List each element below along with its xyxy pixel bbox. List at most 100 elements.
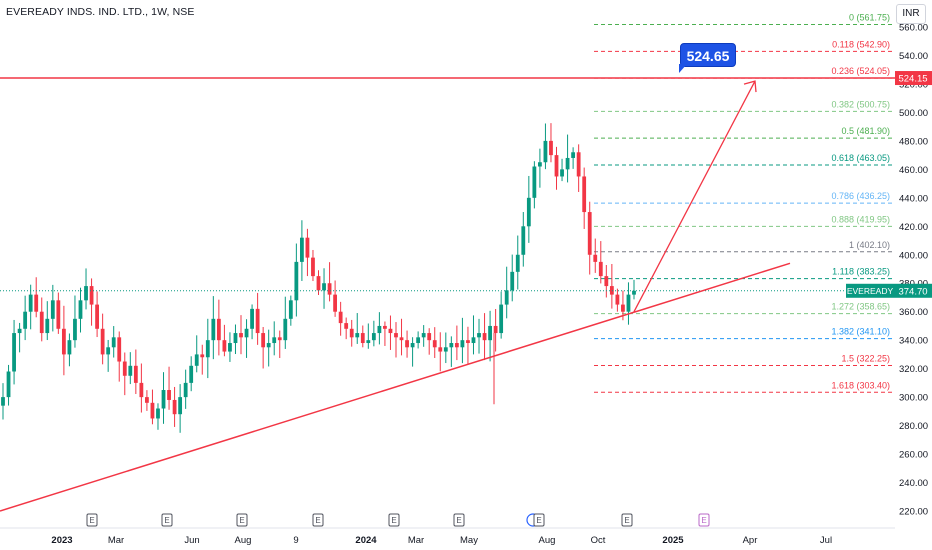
candle-body: [228, 343, 232, 352]
candle-body: [477, 333, 481, 338]
currency-button[interactable]: INR: [896, 4, 926, 24]
y-tick-label: 400.00: [899, 250, 928, 261]
candle-body: [493, 325, 498, 334]
candle-body: [344, 323, 349, 329]
last-price-tag: [895, 283, 932, 298]
candle-body: [416, 337, 421, 344]
candle-body: [50, 300, 55, 319]
candle-body: [106, 347, 111, 355]
candle-body: [632, 290, 636, 295]
earnings-marker: [388, 513, 400, 527]
arrow-head: [743, 80, 757, 93]
fib-level-label: 0.236 (524.05): [831, 66, 890, 76]
y-tick-label: 280.00: [899, 421, 928, 432]
candle-body: [261, 333, 266, 348]
candle-body: [39, 311, 44, 334]
candle-body: [399, 337, 404, 341]
fib-level-label: 1.618 (303.40): [831, 380, 890, 390]
x-tick-label: 2024: [355, 535, 377, 546]
drawings[interactable]: [0, 77, 895, 512]
x-tick-label: Mar: [408, 535, 424, 546]
earnings-upcoming-marker: [698, 513, 710, 527]
candle-body: [410, 343, 415, 348]
candle-body: [150, 402, 155, 419]
candle-body: [338, 311, 343, 324]
candle-body: [604, 276, 609, 287]
candle-body: [23, 311, 28, 329]
x-tick-label: May: [460, 535, 478, 546]
fib-level-label: 0.888 (419.95): [831, 214, 890, 224]
earnings-marker: [86, 513, 98, 527]
earnings-marker-label: E: [624, 516, 629, 525]
earnings-marker: [453, 513, 465, 527]
target-callout[interactable]: 524.65: [680, 43, 736, 67]
candle-body: [593, 254, 598, 262]
candle-body: [272, 337, 277, 344]
fib-level-label: 0.5 (481.90): [841, 126, 890, 136]
earnings-upcoming-label: E: [701, 516, 706, 525]
candle-body: [78, 300, 83, 319]
candle-body: [482, 333, 487, 341]
candle-body: [294, 261, 299, 301]
candle-body: [133, 365, 138, 383]
last-price-text: 374.70: [898, 286, 927, 297]
ticker-tag: [846, 283, 895, 298]
y-tick-label: 500.00: [899, 108, 928, 119]
candle-body: [156, 408, 160, 419]
price-axis: 560.00540.00520.00500.00480.00460.00440.…: [846, 0, 932, 550]
fibonacci-retracement[interactable]: 0 (561.75) 0.118 (542.90) 0.236 (524.05) 0.…: [594, 13, 893, 393]
y-tick-label: 240.00: [899, 478, 928, 489]
resistance-price-tag: [895, 71, 932, 86]
candle-body: [333, 294, 338, 312]
y-tick-label: 340.00: [899, 336, 928, 347]
y-tick-label: 260.00: [899, 450, 928, 461]
candle-body: [183, 382, 188, 398]
candle-body: [45, 318, 50, 334]
trend-line: [0, 262, 791, 512]
candle-body: [255, 308, 260, 334]
candle-body: [194, 354, 199, 366]
candle-body: [73, 318, 77, 341]
candle-body: [560, 169, 564, 177]
resistance-price-text: 524.15: [898, 74, 927, 85]
candle-body: [565, 157, 570, 170]
candle-body: [626, 294, 631, 312]
candle-body: [84, 286, 88, 301]
candle-body: [178, 397, 183, 415]
candle-body: [521, 226, 526, 255]
candle-body: [532, 166, 537, 198]
candle-body: [366, 340, 371, 344]
earnings-marker-label: E: [164, 516, 169, 525]
candle-body: [211, 318, 216, 341]
candle-body: [499, 304, 504, 334]
candle-body: [34, 294, 39, 312]
candle-body: [327, 283, 332, 295]
candle-body: [405, 340, 409, 348]
x-tick-label: Aug: [235, 535, 252, 546]
candle-body: [322, 283, 326, 291]
earnings-marker-label: E: [456, 516, 461, 525]
fib-level-label: 1.118 (383.25): [832, 267, 890, 277]
candle-body: [266, 343, 271, 348]
candle-body: [222, 340, 227, 352]
candle-body: [128, 365, 133, 376]
candle-body: [587, 212, 592, 255]
candle-body: [598, 261, 603, 277]
x-tick-label: Mar: [108, 535, 124, 546]
x-tick-label: Apr: [743, 535, 758, 546]
candle-body: [145, 397, 149, 403]
candle-body: [17, 328, 22, 334]
candle-body: [355, 333, 360, 338]
candle-body: [488, 325, 492, 341]
callout-tail: [679, 64, 687, 73]
candle-body: [239, 333, 243, 338]
candle-body: [543, 140, 548, 163]
y-tick-label: 480.00: [899, 136, 928, 147]
earnings-marker-label: E: [536, 516, 541, 525]
ticker-text: EVEREADY: [847, 286, 894, 296]
candle-body: [316, 276, 321, 291]
y-tick-label: 220.00: [899, 507, 928, 518]
candle-body: [311, 257, 315, 277]
candle-body: [61, 328, 66, 355]
